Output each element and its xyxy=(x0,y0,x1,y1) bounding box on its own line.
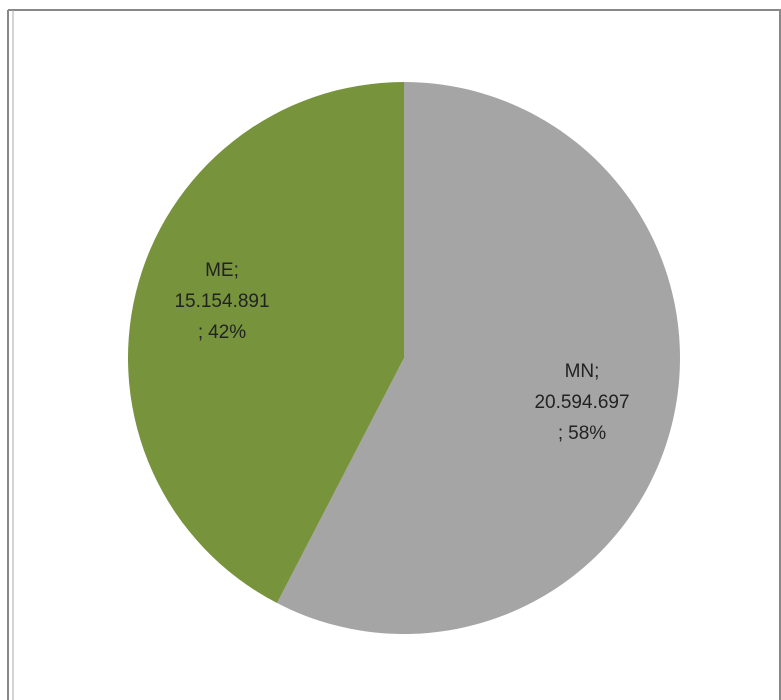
data-label-value: 20.594.697 xyxy=(534,392,629,413)
percent: 58% xyxy=(568,423,606,444)
separator: ; xyxy=(198,322,203,343)
category-name: MN xyxy=(565,361,595,382)
category-name: ME xyxy=(205,260,234,281)
pie-slice xyxy=(277,82,681,634)
data-label-percent: ; 42% xyxy=(198,322,246,343)
percent: 42% xyxy=(208,322,246,343)
separator: ; xyxy=(558,423,563,444)
data-label-category: ME; xyxy=(205,260,239,281)
separator: ; xyxy=(594,361,599,382)
pie-slice xyxy=(128,82,404,604)
data-label-percent: ; 58% xyxy=(558,423,606,444)
separator: ; xyxy=(234,260,239,281)
data-label-category: MN; xyxy=(565,361,600,382)
data-label-value: 15.154.891 xyxy=(174,291,269,312)
